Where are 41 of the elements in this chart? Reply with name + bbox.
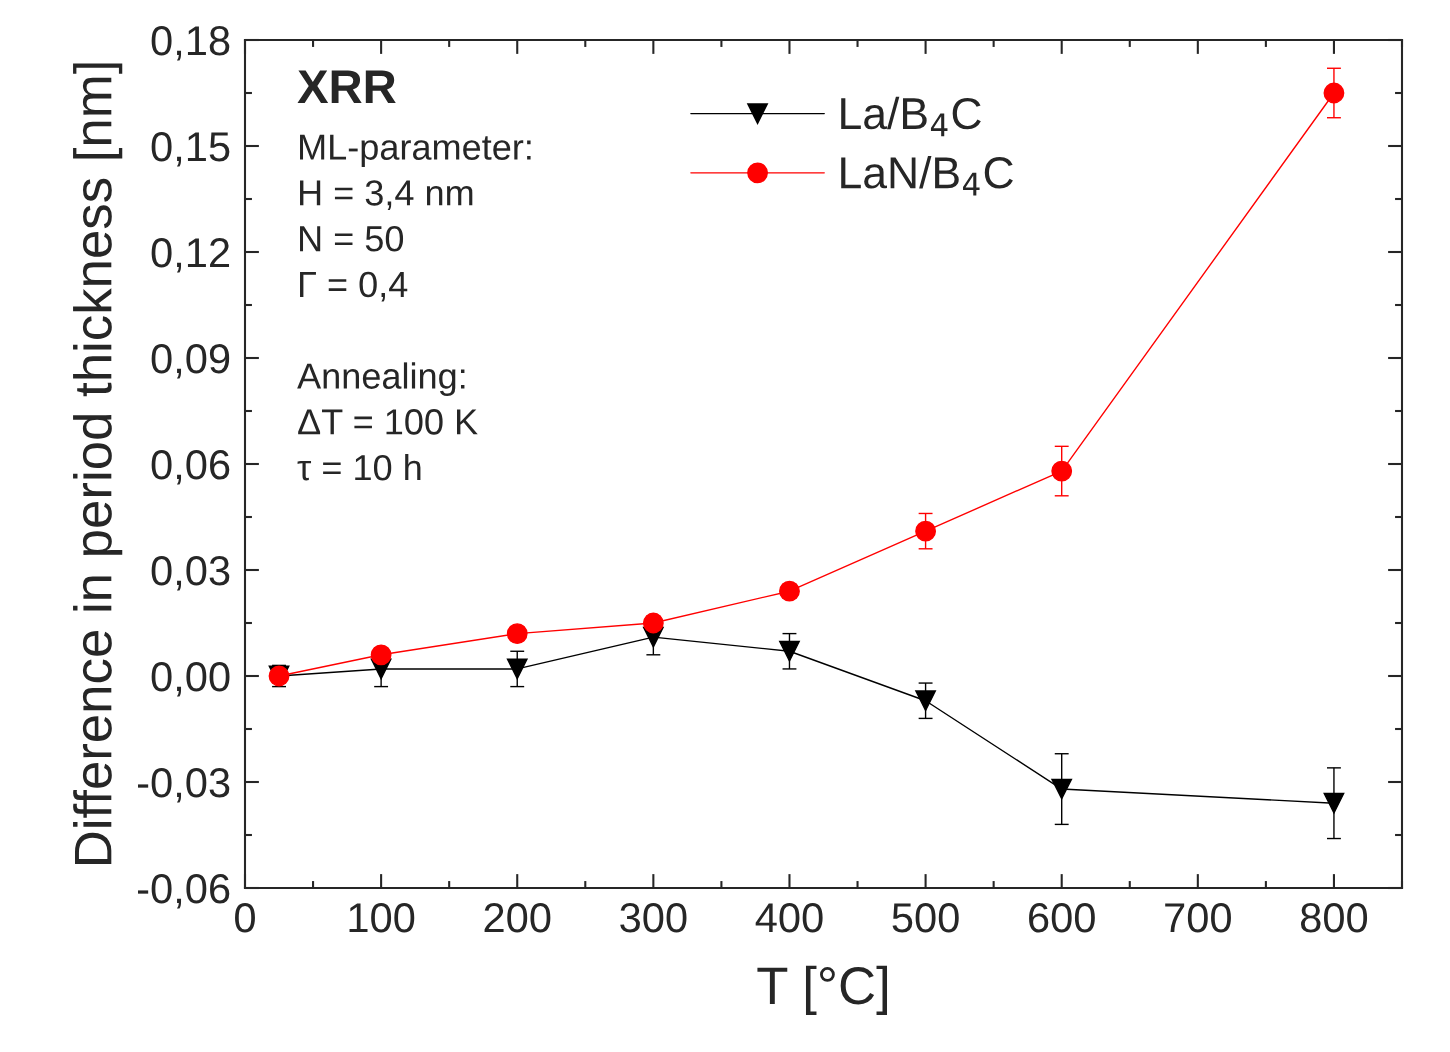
annotation: XRR <box>297 70 396 104</box>
point <box>370 644 392 666</box>
y-tick-label: 0,00 <box>151 662 230 697</box>
annotation: Γ = 0,4 <box>300 271 408 302</box>
y-tick-label: 0,12 <box>151 238 230 273</box>
x-tick-label: 500 <box>892 902 959 933</box>
point <box>506 658 528 680</box>
annotation: N = 50 <box>300 225 404 252</box>
y-tick-label: 0,15 <box>151 132 230 167</box>
y-tick-label: 0,09 <box>151 344 230 379</box>
x-tick-label: 700 <box>1165 902 1231 933</box>
x-tick-label: 400 <box>755 902 823 933</box>
legend-label: LaN/B$_{4}$C <box>841 155 1013 196</box>
point <box>779 580 800 602</box>
point <box>1051 778 1073 800</box>
y-tick-label: 0,03 <box>151 556 230 591</box>
x-tick-label: 0 <box>235 902 255 933</box>
annotation: H = 3,4 nm <box>300 180 473 210</box>
x-tick-label: 200 <box>484 902 551 933</box>
y-axis-title: Difference in period thickness [nm] <box>73 63 123 864</box>
point <box>642 612 664 634</box>
point <box>779 640 800 662</box>
legend-label: La/B$_{4}$C <box>841 96 981 137</box>
x-tick-label: 300 <box>620 902 687 933</box>
x-axis-title: T [°C] <box>757 965 888 1015</box>
y-tick-label: -0,06 <box>138 874 230 909</box>
x-tick-label: 800 <box>1301 902 1368 933</box>
annotation: τ = 10 h <box>297 453 421 481</box>
x-tick-label: 600 <box>1029 902 1095 933</box>
point <box>1051 460 1073 482</box>
y-tick-label: -0,03 <box>138 768 230 803</box>
x-tick-label: 100 <box>349 902 415 933</box>
point <box>915 520 937 542</box>
point <box>1323 82 1345 104</box>
annotation: Annealing: <box>297 362 465 397</box>
y-tick-label: 0,06 <box>151 450 230 485</box>
point <box>1323 792 1345 814</box>
annotation: ML-parameter: <box>300 134 531 168</box>
y-tick-label: 0,18 <box>151 26 230 61</box>
annotation: ΔT = 100 K <box>298 409 478 435</box>
point <box>915 690 937 712</box>
